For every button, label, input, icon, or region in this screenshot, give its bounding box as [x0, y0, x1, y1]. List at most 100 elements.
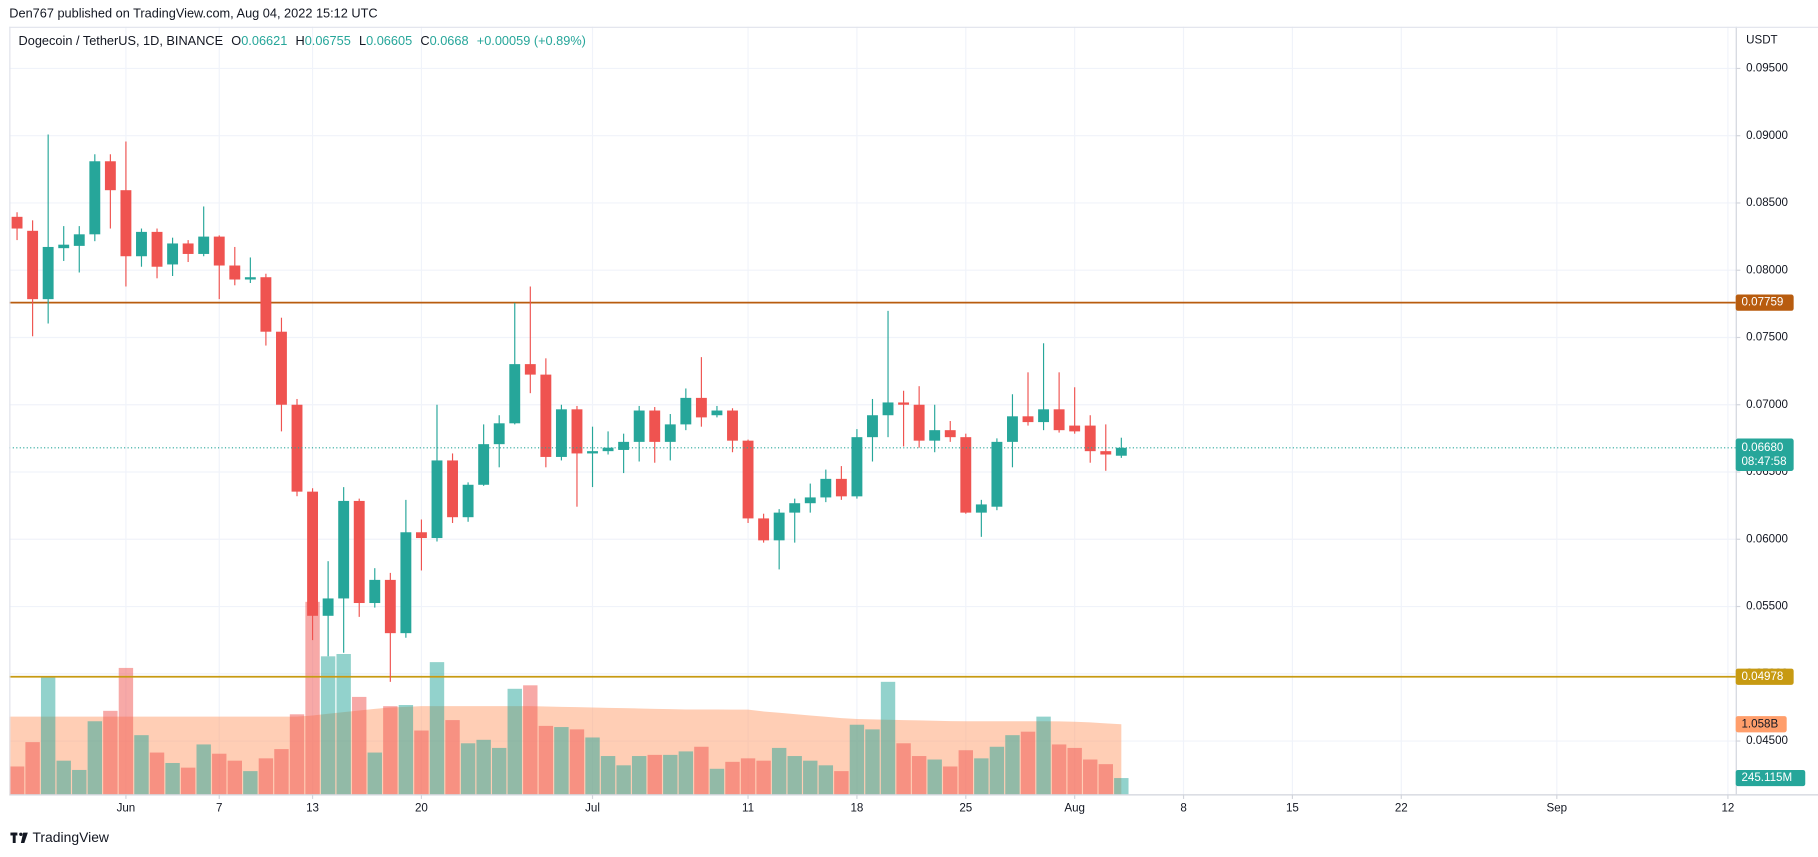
candle-body [571, 409, 583, 454]
x-tick-label: 18 [850, 802, 863, 814]
x-tick-label: 8 [1180, 802, 1186, 814]
volume-bar [616, 765, 631, 795]
candle-body [89, 161, 101, 235]
brand: TradingView [32, 829, 109, 845]
candle-body [1084, 425, 1096, 452]
volume-bar [523, 685, 538, 795]
price-label-bg [1735, 438, 1794, 471]
candle-body [182, 243, 194, 254]
volume-bar [40, 676, 56, 795]
candle-body [136, 231, 147, 257]
volume-bar [9, 766, 25, 795]
candle-body [27, 230, 39, 300]
volume-bar [196, 744, 211, 795]
candle-body [804, 497, 816, 504]
y-tick-label: 0.09500 [1746, 63, 1788, 75]
candle-body [291, 404, 303, 492]
candle-body [431, 460, 443, 539]
candle-body [1115, 447, 1127, 456]
level-label-bg [1735, 294, 1794, 311]
symbol: Dogecoin / TetherUS, 1D, BINANCE [19, 33, 224, 48]
volume-bar [569, 729, 585, 795]
ohlc-value: 0.06621 [241, 33, 287, 48]
candle-body [1038, 409, 1050, 423]
candle-body [307, 491, 319, 616]
volume-bar [118, 667, 134, 795]
volume-bar [258, 758, 274, 795]
ohlc-key: H [295, 33, 304, 48]
volume-bar [460, 743, 476, 795]
logo-part [20, 832, 28, 843]
volume-bar [849, 724, 865, 795]
candle-body [944, 430, 956, 438]
y-tick-label: 0.07500 [1746, 332, 1788, 344]
volume-bar [352, 696, 367, 795]
volume-bar [336, 654, 351, 795]
volume-bar [429, 662, 445, 795]
volume-bar [1005, 735, 1020, 795]
volume-bar [771, 747, 787, 795]
candle-body [73, 234, 85, 246]
x-tick-label: 22 [1395, 802, 1408, 814]
volume-bar [694, 746, 709, 795]
ohlc-key: C [420, 33, 429, 48]
volume-bar [1067, 747, 1082, 795]
candle-body [104, 161, 116, 191]
volume-bar [274, 749, 289, 795]
candle-body [727, 410, 738, 441]
level-label: 0.04978 [1741, 671, 1783, 683]
candle-body [400, 532, 412, 634]
volume-bar [1051, 744, 1067, 795]
y-tick-label: 0.05500 [1746, 601, 1788, 613]
candle-body [929, 430, 941, 441]
volume-bar [398, 705, 414, 795]
candle-body [835, 478, 847, 497]
volume-bar [989, 746, 1005, 795]
candle-body [276, 331, 287, 405]
volume-bar [600, 756, 616, 795]
candle-body [1053, 409, 1065, 431]
volume-bar [787, 756, 802, 795]
candle-body [789, 503, 801, 513]
volume-bar [367, 752, 382, 795]
candle-body [11, 216, 23, 229]
ohlc-value: 0.06605 [366, 33, 412, 48]
currency: USDT [1746, 35, 1778, 47]
candle-body [695, 397, 707, 418]
candle-body [773, 512, 785, 541]
y-tick-label: 0.08500 [1746, 197, 1788, 209]
x-tick-label: 12 [1721, 802, 1734, 814]
logo-part [12, 832, 16, 843]
candle-body [462, 484, 474, 518]
candle-body [384, 579, 396, 634]
x-tick-label: 13 [306, 802, 319, 814]
ohlc-key: L [359, 33, 366, 48]
candle-body [120, 190, 132, 257]
level-label-bg [1735, 668, 1794, 685]
price-pane [9, 134, 1736, 682]
volume-ma-label-bg [1735, 716, 1787, 733]
volume-bar [1114, 778, 1129, 795]
volume-bar [725, 761, 740, 795]
volume-bar [803, 760, 818, 795]
volume-bar [445, 720, 460, 795]
candle-body [711, 410, 723, 416]
y-tick-label: 0.04500 [1746, 735, 1788, 747]
x-tick-label: Sep [1547, 802, 1568, 814]
candle-body [555, 409, 567, 457]
x-tick-label: 11 [742, 802, 754, 814]
x-tick-label: 15 [1286, 802, 1299, 814]
x-tick-label: 25 [959, 802, 972, 814]
candle-body [151, 231, 163, 267]
volume-bar [56, 760, 71, 795]
volume-bar [865, 729, 880, 795]
candle-body [867, 415, 878, 438]
volume-bar [1036, 716, 1051, 795]
candle-body [633, 410, 645, 442]
candle-body [742, 440, 754, 519]
candle-body [851, 437, 863, 497]
candle-body [58, 244, 70, 249]
candle-body [260, 277, 272, 332]
